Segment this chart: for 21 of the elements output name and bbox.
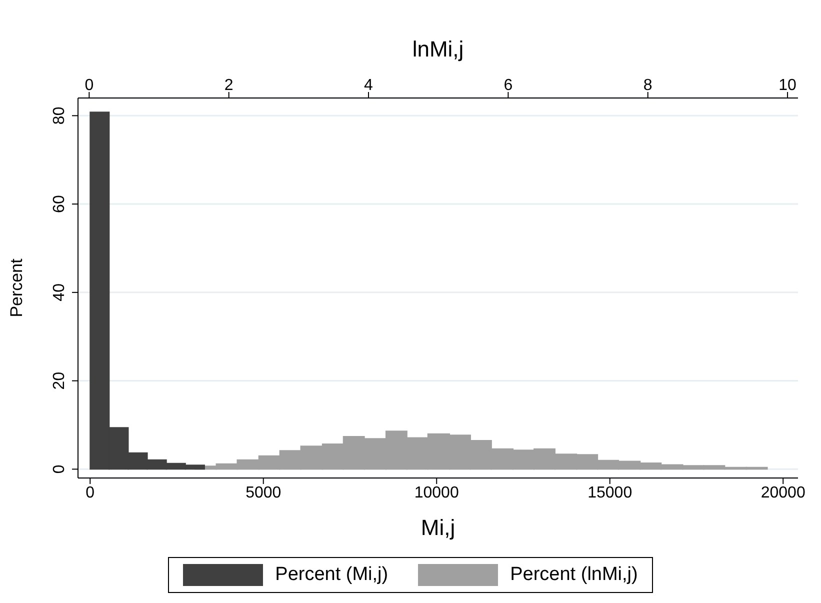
y-tick-label: 40: [51, 283, 68, 302]
x2-tick-label: 2: [224, 77, 234, 94]
x2-tick-label: 4: [364, 77, 374, 94]
x-axis-title: Mi,j: [420, 515, 456, 540]
x-tick-label: 10000: [414, 484, 459, 502]
legend-label: Percent (lnMi,j): [510, 564, 638, 586]
legend-label: Percent (Mi,j): [275, 564, 388, 586]
y-axis-title: Percent: [7, 258, 26, 318]
x-tick-label: 5000: [246, 484, 282, 502]
y-tick-label: 80: [51, 106, 68, 125]
y-tick-label: 20: [51, 372, 68, 390]
x2-tick-label: 8: [643, 77, 652, 94]
x2-axis-title: lnMi,j: [412, 36, 464, 62]
x-tick-label: 15000: [588, 484, 632, 502]
x-tick-label: 0: [86, 484, 95, 502]
x-tick-label: 20000: [760, 484, 806, 502]
y-tick-label: 60: [51, 195, 68, 213]
x2-tick-label: 10: [778, 77, 797, 94]
y-tick-label: 0: [51, 464, 68, 474]
x2-tick-label: 6: [504, 77, 513, 94]
x2-tick-label: 0: [84, 77, 94, 94]
